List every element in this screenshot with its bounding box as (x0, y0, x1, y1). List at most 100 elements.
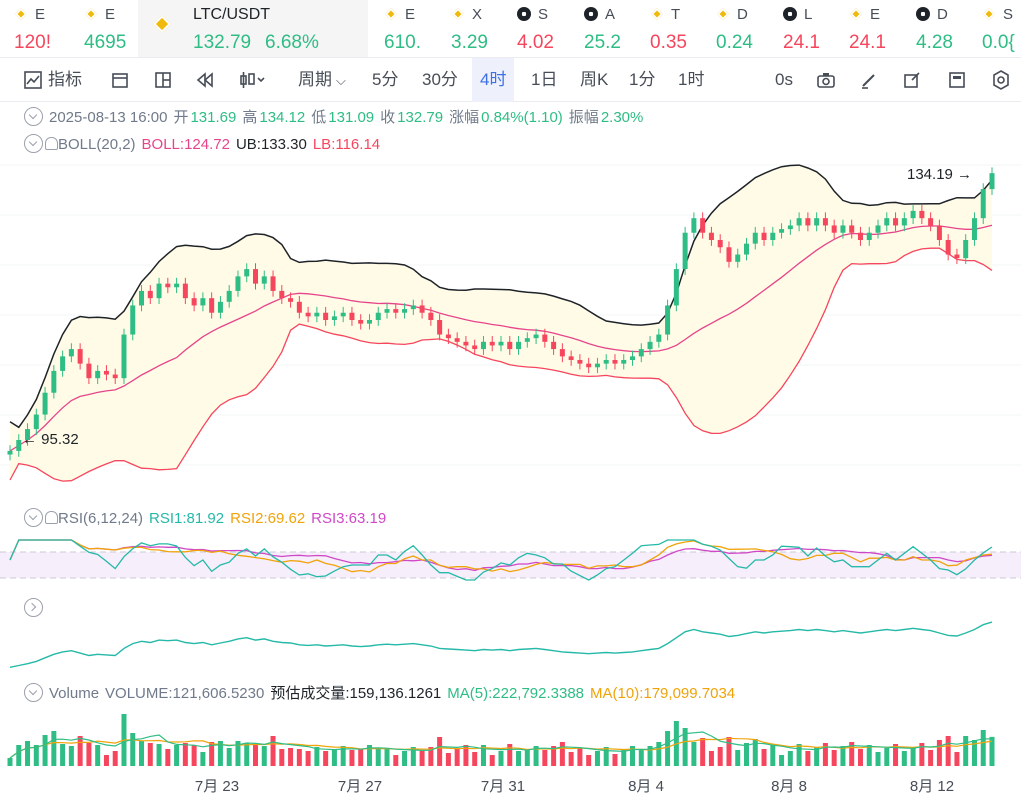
layout-icon[interactable] (153, 70, 173, 90)
candle-body (33, 414, 39, 430)
volume-bar (893, 744, 899, 766)
volume-name[interactable]: Volume (49, 685, 100, 702)
volume-bar (375, 749, 381, 766)
ticker-item[interactable]: E 4695 (70, 0, 136, 57)
pencil-icon[interactable] (859, 70, 879, 90)
candle-body (796, 218, 802, 226)
interval-3[interactable]: 4时 (472, 58, 515, 102)
candle-body (226, 290, 232, 302)
candle-body (568, 356, 574, 360)
candle-body (472, 345, 478, 350)
candle-body (542, 334, 548, 342)
calendar-icon[interactable] (110, 70, 130, 90)
collapse-toggle-icon[interactable] (24, 508, 43, 528)
volume-bar (691, 742, 697, 766)
x-tick-label: 8月 8 (771, 778, 807, 795)
ticker-symbol: E (105, 6, 116, 23)
camera-icon[interactable] (816, 70, 836, 90)
ticker-item[interactable]: E 610. (370, 0, 436, 57)
ticker-item[interactable]: T 0.35 (636, 0, 702, 57)
calculator-icon[interactable] (947, 70, 967, 90)
period-label: 周期 (298, 70, 332, 89)
candle-body (980, 189, 986, 219)
close-value: 132.79 (397, 109, 444, 126)
high-label: 高 (242, 109, 258, 126)
volume-bar (875, 752, 881, 766)
ticker-item[interactable]: D 0.24 (702, 0, 768, 57)
candle-body (428, 312, 434, 320)
volume-bar (7, 758, 13, 766)
volume-bar (507, 744, 513, 766)
volume-bar (480, 745, 486, 766)
ticker-item[interactable]: L 24.1 (769, 0, 835, 57)
ball-icon (916, 7, 930, 21)
expand-icon[interactable] (902, 70, 922, 90)
candle-body (971, 218, 977, 240)
candle-type-icon[interactable] (238, 70, 266, 90)
settings-gear-icon[interactable] (991, 70, 1011, 90)
volume-bar (586, 755, 592, 766)
volume-bar (244, 743, 250, 766)
boll-band-fill (10, 165, 992, 482)
volume-bar (174, 745, 180, 766)
candle-body (174, 283, 180, 288)
period-dropdown[interactable]: 周期 ⌵ (298, 58, 346, 102)
bell-icon[interactable] (45, 511, 58, 525)
indicators-button[interactable]: 指标 (48, 70, 82, 89)
volume-bar (279, 749, 285, 766)
ticker-item[interactable]: E 120! (0, 0, 66, 57)
ticker-item[interactable]: A 25.2 (570, 0, 636, 57)
ticker-item[interactable]: S 4.02 (503, 0, 569, 57)
candle-body (454, 338, 460, 342)
candle-body (963, 240, 969, 259)
ticker-symbol: L (804, 6, 813, 23)
collapse-toggle-icon[interactable] (24, 107, 43, 127)
ohlc-date: 2025-08-13 16:00 (49, 109, 168, 126)
collapse-toggle-icon[interactable] (24, 683, 43, 703)
volume-bar (437, 737, 443, 766)
interval-1[interactable]: 5分 (372, 70, 399, 89)
candle-body (182, 283, 188, 299)
ticker-item[interactable]: E 24.1 (835, 0, 901, 57)
interval-2[interactable]: 30分 (422, 70, 458, 89)
ticker-item[interactable]: D 4.28 (902, 0, 968, 57)
rewind-icon[interactable] (195, 70, 215, 90)
boll-name[interactable]: BOLL(20,2) (58, 136, 136, 153)
interval-7[interactable]: 1时 (678, 70, 705, 89)
candle-body (630, 356, 636, 360)
rsi-name[interactable]: RSI(6,12,24) (58, 510, 144, 527)
volume-bar (735, 750, 741, 766)
volume-bar (928, 750, 934, 766)
expand-toggle-icon[interactable] (24, 598, 43, 618)
rsi2-line (9, 539, 993, 573)
ticker-symbol: X (472, 6, 483, 23)
volume-bar (744, 743, 749, 766)
candle-body (726, 247, 732, 262)
candle-body (744, 243, 749, 255)
candle-body (814, 218, 820, 226)
ticker-item[interactable]: X 3.29 (437, 0, 503, 57)
candle-body (840, 225, 846, 233)
ticker-change: 4695 (84, 32, 127, 53)
bell-icon[interactable] (45, 137, 58, 151)
volume-bar (796, 744, 802, 766)
volume-bar (779, 755, 785, 766)
candle-body (735, 254, 741, 262)
interval-6[interactable]: 1分 (629, 70, 656, 89)
candle-body (314, 312, 320, 317)
volume-bar (489, 755, 495, 766)
candle-body (296, 301, 302, 313)
indicator-icon[interactable] (23, 70, 43, 90)
ticker-item[interactable]: S 0.0{ (968, 0, 1021, 57)
x-tick-label: 8月 4 (628, 778, 664, 795)
interval-5[interactable]: 周K (580, 70, 609, 89)
open-value: 131.69 (190, 109, 237, 126)
volume-ma5-value: MA(5):222,792.3388 (447, 685, 585, 702)
ticker-symbol: A (605, 6, 616, 23)
interval-4[interactable]: 1日 (531, 70, 558, 89)
volume-bar (25, 741, 31, 766)
collapse-toggle-icon[interactable] (24, 134, 43, 154)
rsi-row: RSI(6,12,24) RSI1:81.92 RSI2:69.62 RSI3:63.… (24, 507, 392, 531)
active-ticker[interactable]: LTC/USDT 132.79 6.68% (138, 0, 368, 57)
